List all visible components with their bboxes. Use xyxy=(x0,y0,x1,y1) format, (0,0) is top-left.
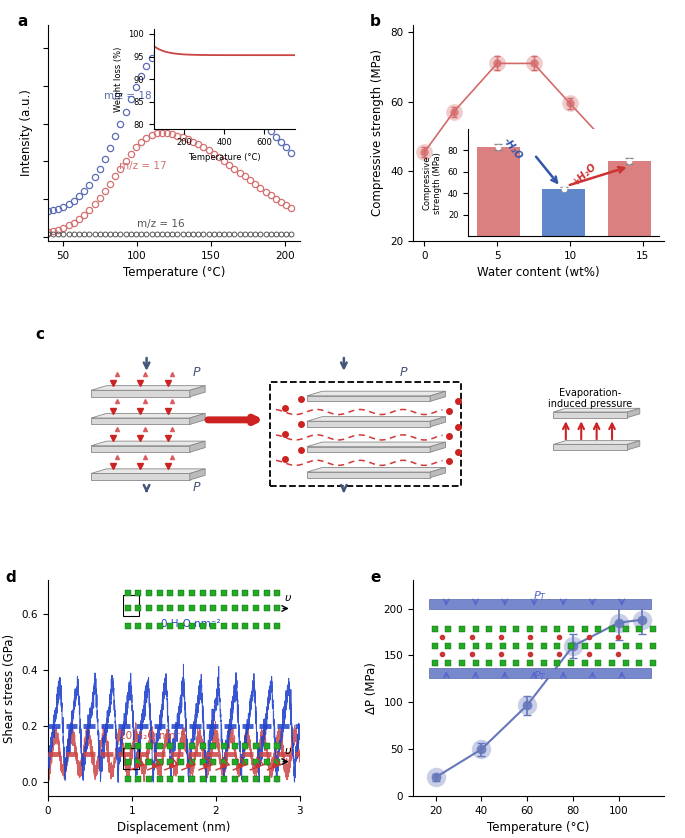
Polygon shape xyxy=(430,391,445,401)
Text: P: P xyxy=(193,366,200,379)
Polygon shape xyxy=(91,446,190,453)
Text: Evaporation-
induced pressure: Evaporation- induced pressure xyxy=(549,387,632,409)
Polygon shape xyxy=(627,408,640,417)
Text: e: e xyxy=(370,570,380,585)
Polygon shape xyxy=(91,468,205,473)
Polygon shape xyxy=(553,441,640,444)
Polygon shape xyxy=(307,447,430,453)
X-axis label: Displacement (nm): Displacement (nm) xyxy=(117,821,230,835)
Polygon shape xyxy=(553,408,640,412)
Polygon shape xyxy=(307,472,430,478)
Polygon shape xyxy=(307,396,430,401)
Polygon shape xyxy=(307,442,445,447)
Polygon shape xyxy=(430,468,445,478)
Text: P: P xyxy=(399,366,407,379)
Polygon shape xyxy=(91,413,205,418)
X-axis label: Temperature (°C): Temperature (°C) xyxy=(488,821,590,835)
Polygon shape xyxy=(307,422,430,427)
Polygon shape xyxy=(307,468,445,472)
Text: m/z = 16: m/z = 16 xyxy=(137,219,184,229)
Text: a: a xyxy=(18,14,28,29)
Y-axis label: ΔP (MPa): ΔP (MPa) xyxy=(365,662,378,714)
Y-axis label: Shear stress (GPa): Shear stress (GPa) xyxy=(3,634,16,742)
Text: 10 H₂O nm⁻²: 10 H₂O nm⁻² xyxy=(119,731,186,741)
Text: c: c xyxy=(36,327,45,342)
Polygon shape xyxy=(91,391,190,396)
Text: d: d xyxy=(5,570,16,585)
Polygon shape xyxy=(190,441,205,453)
Polygon shape xyxy=(91,441,205,446)
X-axis label: Water content (wt%): Water content (wt%) xyxy=(477,266,600,279)
Polygon shape xyxy=(190,468,205,480)
Text: b: b xyxy=(370,14,381,29)
Polygon shape xyxy=(190,413,205,425)
Polygon shape xyxy=(553,412,627,417)
Polygon shape xyxy=(307,416,445,422)
Polygon shape xyxy=(91,418,190,425)
Y-axis label: Compressive strength (MPa): Compressive strength (MPa) xyxy=(371,49,384,216)
Polygon shape xyxy=(91,473,190,480)
X-axis label: Temperature (°C): Temperature (°C) xyxy=(123,266,225,279)
Polygon shape xyxy=(91,385,205,391)
Text: P: P xyxy=(193,482,200,494)
Polygon shape xyxy=(430,416,445,427)
Polygon shape xyxy=(307,391,445,396)
Text: m/z = 18: m/z = 18 xyxy=(104,91,152,101)
Y-axis label: Intensity (a.u.): Intensity (a.u.) xyxy=(20,90,33,177)
Text: 0 H₂O nm⁻²: 0 H₂O nm⁻² xyxy=(161,618,221,628)
Polygon shape xyxy=(627,441,640,450)
Polygon shape xyxy=(190,385,205,396)
Polygon shape xyxy=(553,444,627,450)
Polygon shape xyxy=(430,442,445,453)
Text: m/z = 17: m/z = 17 xyxy=(119,161,166,171)
